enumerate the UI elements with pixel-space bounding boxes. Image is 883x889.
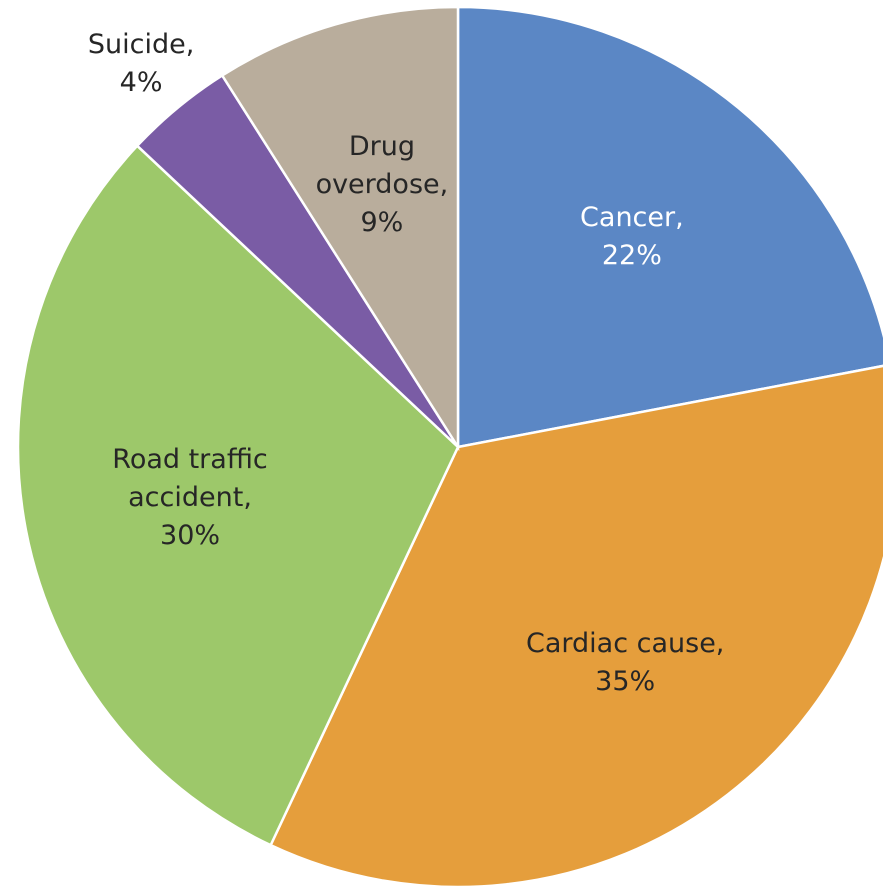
value-label: 9% [360, 207, 404, 239]
category-label: Road traffic accident, [112, 444, 268, 514]
slice-label: Cancer, 22% [532, 199, 732, 275]
category-label: Cardiac cause, [525, 627, 725, 659]
pie-slice [456, 5, 883, 449]
category-label: Cancer, [580, 201, 684, 233]
category-label: Suicide, [87, 28, 195, 60]
slice-label: Cardiac cause, 35% [495, 625, 755, 701]
value-label: 30% [160, 520, 221, 552]
value-label: 4% [119, 66, 163, 98]
value-label: 35% [595, 665, 656, 697]
slice-label: Road traffic accident, 30% [90, 441, 290, 555]
value-label: 22% [601, 239, 662, 271]
pie-slice [220, 5, 460, 452]
pie-slice [268, 364, 883, 889]
pie-slice [16, 144, 460, 847]
category-label: Drug overdose, [315, 131, 449, 201]
slice-label: Suicide, 4% [41, 26, 241, 102]
slice-label: Drug overdose, 9% [307, 128, 457, 242]
